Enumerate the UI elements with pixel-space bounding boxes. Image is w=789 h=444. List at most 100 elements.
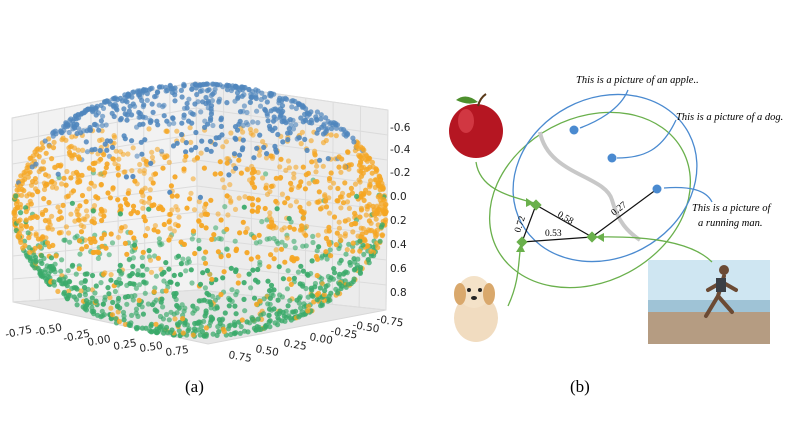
- scatter-point: [356, 162, 363, 168]
- scatter-point: [261, 296, 267, 302]
- scatter-point: [121, 169, 127, 175]
- scatter-point: [314, 117, 320, 123]
- scatter-point: [232, 322, 238, 329]
- scatter-point: [247, 99, 253, 105]
- scatter-point: [240, 129, 246, 135]
- scatter-point: [372, 229, 378, 235]
- scatter-point: [149, 85, 155, 91]
- dog-caption: This is a picture of a dog.: [676, 112, 783, 123]
- scatter-point: [91, 121, 97, 128]
- scatter-point: [296, 135, 302, 141]
- runner-arrowhead: [596, 233, 604, 242]
- scatter-point: [193, 85, 199, 91]
- scatter-point: [161, 269, 167, 275]
- scatter-point: [224, 83, 230, 89]
- scatter-point: [105, 285, 111, 291]
- scatter-point: [373, 233, 379, 239]
- scatter-point: [357, 154, 363, 160]
- scatter-point: [160, 165, 166, 171]
- scatter-point: [378, 224, 384, 230]
- scatter-point: [273, 175, 279, 181]
- scatter-point: [126, 108, 132, 114]
- dog-image-node: [516, 236, 528, 248]
- z-tick: -0.2: [390, 167, 411, 179]
- scatter-point: [271, 114, 277, 120]
- grid-line: [12, 211, 198, 234]
- scatter-point: [174, 193, 180, 199]
- scatter-point: [148, 269, 155, 275]
- runner-arrow: [595, 236, 713, 263]
- scatter-point: [86, 186, 92, 192]
- scatter-point: [22, 243, 28, 249]
- scatter-point: [117, 211, 123, 217]
- scatter-point: [258, 312, 264, 318]
- scatter-point: [380, 196, 386, 203]
- scatter-point: [298, 179, 304, 185]
- scatter-point: [144, 91, 150, 97]
- scatter-point: [111, 113, 117, 120]
- scatter-point: [49, 184, 56, 190]
- scatter-point: [117, 117, 123, 123]
- scatter-point: [36, 153, 42, 160]
- scatter-point: [250, 202, 256, 208]
- scatter-point: [23, 205, 29, 211]
- scatter-point: [275, 131, 281, 138]
- scatter-point: [171, 311, 177, 317]
- scatter-point: [146, 126, 152, 132]
- scatter-point: [176, 328, 182, 334]
- scatter-point: [375, 244, 381, 251]
- scatter-point: [323, 137, 329, 144]
- scatter-point: [147, 187, 153, 193]
- scatter-point: [265, 118, 271, 124]
- scatter-point: [302, 186, 308, 192]
- scatter-point: [97, 147, 103, 154]
- scatter-point: [35, 146, 41, 152]
- scatter-point: [58, 215, 64, 221]
- scatter-point: [32, 254, 39, 260]
- edge-027: [591, 188, 658, 238]
- scatter-point: [92, 160, 98, 166]
- scatter-point: [214, 82, 220, 88]
- scatter-point: [228, 130, 234, 136]
- scatter-point: [18, 173, 24, 179]
- scatter-point: [345, 149, 351, 155]
- scatter-point: [130, 203, 137, 209]
- scatter-point: [43, 207, 49, 213]
- scatter-point: [315, 199, 321, 205]
- scatter-point: [337, 271, 343, 277]
- scatter-point: [268, 224, 274, 230]
- scatter-point: [338, 257, 344, 263]
- scatter-point: [189, 120, 195, 126]
- scatter-point: [83, 298, 89, 304]
- scatter-point: [217, 159, 223, 165]
- scatter-point: [147, 328, 153, 334]
- scatter-point: [342, 233, 348, 239]
- scatter-point: [336, 225, 342, 231]
- scatter-point: [115, 309, 121, 315]
- scatter-point: [315, 290, 322, 296]
- apple-image: [449, 93, 503, 158]
- scatter-point: [95, 255, 101, 261]
- scatter-point: [232, 303, 238, 309]
- scatter-point: [121, 313, 127, 319]
- scatter-point: [199, 138, 205, 144]
- scatter-point: [324, 126, 330, 132]
- scatter-point: [66, 129, 72, 136]
- scatter-point: [293, 105, 299, 112]
- scatter-point: [73, 285, 79, 291]
- scatter-point: [169, 327, 175, 333]
- scatter-point: [307, 119, 313, 126]
- scatter-point: [218, 171, 224, 177]
- scatter-point: [256, 152, 262, 158]
- scatter-point: [57, 163, 64, 169]
- scatter-point: [212, 86, 218, 92]
- scatter-point: [246, 195, 252, 201]
- scatter-point: [143, 158, 149, 164]
- scatter-point: [194, 155, 200, 161]
- scatter-point: [105, 190, 111, 196]
- scatter-point: [208, 197, 214, 203]
- scatter-point: [28, 201, 34, 207]
- scatter-point: [34, 214, 40, 220]
- scatter-point: [134, 153, 140, 159]
